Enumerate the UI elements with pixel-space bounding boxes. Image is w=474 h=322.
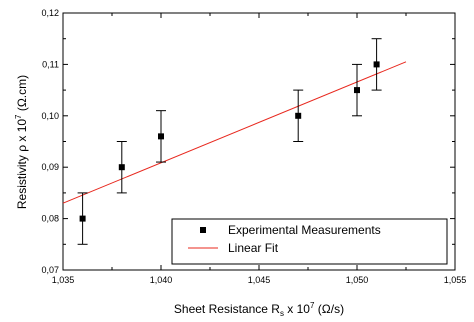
- legend-label-experimental: Experimental Measurements: [228, 223, 381, 237]
- x-tick-label: 1,050: [346, 275, 369, 285]
- y-tick-label: 0,11: [42, 59, 59, 69]
- y-tick-label: 0,07: [41, 265, 59, 275]
- data-point: [158, 133, 164, 140]
- data-point: [354, 87, 360, 94]
- y-tick-label: 0,12: [41, 8, 59, 18]
- data-point: [118, 164, 125, 171]
- x-axis-label: Sheet Resistance Rs x 107 (Ω/s): [174, 301, 344, 318]
- x-tick-label: 1,045: [248, 275, 271, 285]
- experimental-series: [77, 38, 382, 245]
- data-point: [295, 112, 302, 119]
- x-tick-label: 1,040: [150, 275, 173, 285]
- y-axis-label: Resistivity ρ x 107 (Ω.cm): [14, 75, 29, 209]
- y-tick-label: 0,09: [41, 162, 59, 172]
- y-axis-ticks: 0,07 0,08 0,09 0,10 0,11 0,12: [41, 8, 455, 275]
- legend-box: [171, 218, 448, 265]
- data-point: [373, 61, 380, 68]
- x-axis-ticks: 1,035 1,040 1,045 1,050 1,055: [52, 13, 467, 285]
- y-tick-label: 0,08: [41, 214, 59, 224]
- linear-fit-series: [62, 61, 407, 204]
- y-tick-label: 0,10: [41, 111, 59, 121]
- linear-fit-line: [62, 61, 407, 204]
- x-tick-label: 1,055: [444, 275, 467, 285]
- legend-label-linear-fit: Linear Fit: [228, 241, 279, 255]
- data-point: [79, 215, 86, 222]
- x-tick-label: 1,035: [52, 275, 75, 285]
- legend: Experimental Measurements Linear Fit: [171, 218, 448, 265]
- legend-marker-square: [200, 227, 206, 233]
